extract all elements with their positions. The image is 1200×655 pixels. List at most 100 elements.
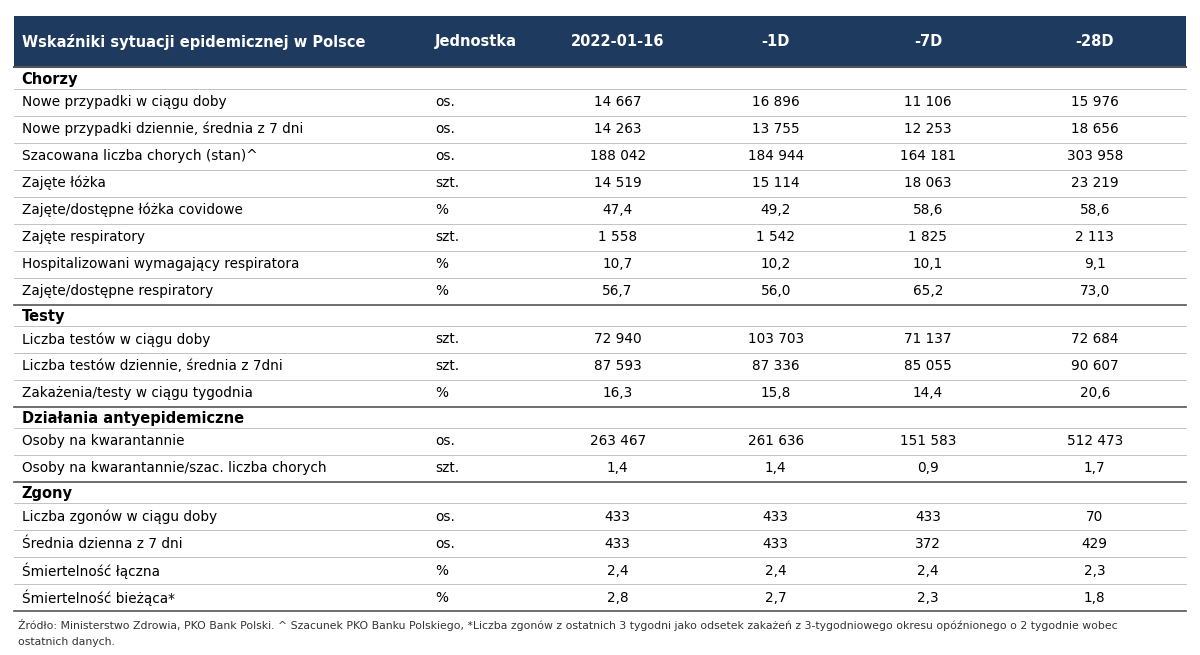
Text: 10,7: 10,7	[602, 257, 632, 271]
Text: os.: os.	[434, 434, 455, 449]
Text: Wskaźniki sytuacji epidemicznej w Polsce: Wskaźniki sytuacji epidemicznej w Polsce	[22, 34, 365, 50]
Text: ostatnich danych.: ostatnich danych.	[18, 637, 115, 647]
Text: Hospitalizowani wymagający respiratora: Hospitalizowani wymagający respiratora	[22, 257, 299, 271]
Text: os.: os.	[434, 95, 455, 109]
Text: Szacowana liczba chorych (stan)^: Szacowana liczba chorych (stan)^	[22, 149, 257, 163]
Text: 47,4: 47,4	[602, 203, 632, 217]
Text: 433: 433	[605, 510, 630, 523]
Text: 18 656: 18 656	[1072, 122, 1118, 136]
Text: 11 106: 11 106	[904, 95, 952, 109]
Text: Działania antyepidemiczne: Działania antyepidemiczne	[22, 411, 244, 426]
Text: 65,2: 65,2	[913, 284, 943, 298]
Text: Śmiertelność bieżąca*: Śmiertelność bieżąca*	[22, 590, 174, 606]
Text: 15 976: 15 976	[1070, 95, 1118, 109]
Text: 2,8: 2,8	[607, 591, 629, 605]
Text: szt.: szt.	[434, 230, 460, 244]
Text: 14,4: 14,4	[913, 386, 943, 400]
Text: %: %	[434, 386, 448, 400]
Text: 10,1: 10,1	[913, 257, 943, 271]
Text: 261 636: 261 636	[748, 434, 804, 449]
Text: Zgony: Zgony	[22, 486, 72, 501]
Text: os.: os.	[434, 149, 455, 163]
Text: Średnia dzienna z 7 dni: Średnia dzienna z 7 dni	[22, 536, 182, 551]
Text: 56,0: 56,0	[761, 284, 791, 298]
Text: 72 940: 72 940	[594, 332, 641, 346]
Text: Zajęte łóżka: Zajęte łóżka	[22, 176, 106, 191]
Text: Testy: Testy	[22, 309, 65, 324]
Text: 2,7: 2,7	[764, 591, 786, 605]
Text: Liczba testów dziennie, średnia z 7dni: Liczba testów dziennie, średnia z 7dni	[22, 360, 282, 373]
Text: 16 896: 16 896	[752, 95, 799, 109]
Text: 429: 429	[1082, 536, 1108, 551]
Text: 2,3: 2,3	[1084, 563, 1105, 578]
Text: 2022-01-16: 2022-01-16	[571, 35, 665, 49]
Text: 1,4: 1,4	[764, 461, 786, 476]
Text: 85 055: 85 055	[904, 360, 952, 373]
Text: %: %	[434, 563, 448, 578]
Text: 1,4: 1,4	[607, 461, 629, 476]
Text: %: %	[434, 257, 448, 271]
Bar	[14, 16, 1186, 67]
Text: 49,2: 49,2	[761, 203, 791, 217]
Text: 87 336: 87 336	[752, 360, 799, 373]
Text: 103 703: 103 703	[748, 332, 804, 346]
Text: 23 219: 23 219	[1072, 176, 1118, 190]
Text: 14 667: 14 667	[594, 95, 641, 109]
Text: -7D: -7D	[914, 35, 942, 49]
Text: 58,6: 58,6	[1080, 203, 1110, 217]
Text: 13 755: 13 755	[752, 122, 799, 136]
Text: Zajęte/dostępne respiratory: Zajęte/dostępne respiratory	[22, 284, 212, 298]
Text: os.: os.	[434, 510, 455, 523]
Text: szt.: szt.	[434, 332, 460, 346]
Text: 14 263: 14 263	[594, 122, 641, 136]
Text: 20,6: 20,6	[1080, 386, 1110, 400]
Text: %: %	[434, 284, 448, 298]
Text: Zajęte/dostępne łóżka covidowe: Zajęte/dostępne łóżka covidowe	[22, 203, 242, 217]
Text: 10,2: 10,2	[761, 257, 791, 271]
Text: os.: os.	[434, 536, 455, 551]
Text: 512 473: 512 473	[1067, 434, 1123, 449]
Text: Liczba testów w ciągu doby: Liczba testów w ciągu doby	[22, 332, 210, 346]
Text: Zajęte respiratory: Zajęte respiratory	[22, 230, 145, 244]
Text: 12 253: 12 253	[904, 122, 952, 136]
Text: 184 944: 184 944	[748, 149, 804, 163]
Text: %: %	[434, 591, 448, 605]
Text: 433: 433	[763, 510, 788, 523]
Text: szt.: szt.	[434, 176, 460, 190]
Text: -1D: -1D	[762, 35, 790, 49]
Text: 90 607: 90 607	[1072, 360, 1118, 373]
Text: 15,8: 15,8	[761, 386, 791, 400]
Text: 2,3: 2,3	[917, 591, 938, 605]
Text: Śmiertelność łączna: Śmiertelność łączna	[22, 563, 160, 579]
Text: Chorzy: Chorzy	[22, 71, 78, 86]
Text: -28D: -28D	[1075, 35, 1114, 49]
Text: 70: 70	[1086, 510, 1104, 523]
Text: Osoby na kwarantannie: Osoby na kwarantannie	[22, 434, 184, 449]
Text: 433: 433	[914, 510, 941, 523]
Text: 164 181: 164 181	[900, 149, 956, 163]
Text: 16,3: 16,3	[602, 386, 632, 400]
Text: 56,7: 56,7	[602, 284, 632, 298]
Text: 303 958: 303 958	[1067, 149, 1123, 163]
Text: 9,1: 9,1	[1084, 257, 1105, 271]
Text: szt.: szt.	[434, 360, 460, 373]
Text: Osoby na kwarantannie/szac. liczba chorych: Osoby na kwarantannie/szac. liczba chory…	[22, 461, 326, 476]
Text: 151 583: 151 583	[900, 434, 956, 449]
Text: 1 825: 1 825	[908, 230, 948, 244]
Text: 188 042: 188 042	[589, 149, 646, 163]
Text: 14 519: 14 519	[594, 176, 642, 190]
Text: 263 467: 263 467	[589, 434, 646, 449]
Text: 2,4: 2,4	[607, 563, 629, 578]
Text: 71 137: 71 137	[904, 332, 952, 346]
Text: os.: os.	[434, 122, 455, 136]
Text: 72 684: 72 684	[1072, 332, 1118, 346]
Text: 1,7: 1,7	[1084, 461, 1105, 476]
Text: 15 114: 15 114	[752, 176, 799, 190]
Text: 18 063: 18 063	[904, 176, 952, 190]
Text: 2,4: 2,4	[764, 563, 786, 578]
Text: 73,0: 73,0	[1080, 284, 1110, 298]
Text: 2,4: 2,4	[917, 563, 938, 578]
Text: 1,8: 1,8	[1084, 591, 1105, 605]
Text: szt.: szt.	[434, 461, 460, 476]
Text: 0,9: 0,9	[917, 461, 938, 476]
